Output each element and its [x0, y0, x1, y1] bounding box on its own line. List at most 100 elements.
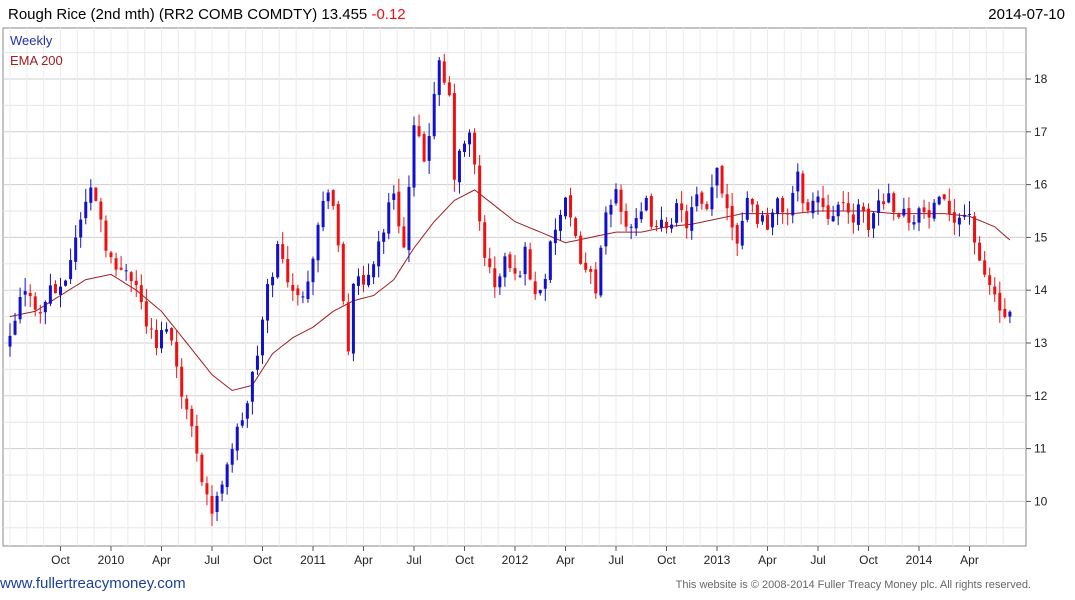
candle-body	[447, 82, 451, 96]
candle	[634, 208, 638, 237]
candle-body	[922, 207, 926, 213]
candle	[493, 256, 497, 298]
candle-body	[392, 193, 396, 200]
candle	[119, 255, 123, 271]
candle	[755, 201, 759, 228]
candle-body	[69, 260, 73, 280]
legend-weekly: Weekly	[10, 33, 53, 48]
candle	[816, 190, 820, 215]
candle-body	[311, 258, 315, 283]
candle-body	[538, 289, 542, 294]
y-tick-label: 13	[1034, 336, 1048, 350]
candle-body	[149, 328, 153, 330]
candle-body	[437, 60, 441, 95]
candle-body	[336, 203, 340, 246]
candle-body	[993, 286, 997, 295]
candle-body	[367, 274, 371, 286]
candle	[599, 245, 603, 298]
candle	[937, 195, 941, 206]
candle	[715, 166, 719, 199]
candle-body	[907, 208, 911, 223]
candle	[917, 206, 921, 232]
candle-body	[665, 221, 668, 229]
candle	[690, 196, 694, 240]
ema200-line	[9, 189, 1011, 392]
candle	[1003, 298, 1007, 319]
x-tick-label: 2014	[906, 553, 933, 567]
candle	[180, 358, 184, 409]
candle	[528, 242, 532, 281]
candle-body	[8, 335, 12, 347]
candle	[104, 215, 108, 258]
candle	[680, 191, 684, 223]
candle	[220, 480, 224, 502]
x-tick-label: 2013	[704, 553, 731, 567]
candle	[463, 140, 466, 157]
x-tick-label: Oct	[859, 553, 878, 567]
candle-body	[306, 281, 310, 300]
candle	[200, 452, 204, 486]
candle-body	[579, 235, 583, 264]
x-tick-label: Apr	[960, 553, 979, 567]
candle	[543, 273, 547, 301]
grid	[3, 28, 1026, 546]
candle	[33, 292, 37, 317]
candle	[457, 148, 461, 194]
candle-body	[372, 264, 376, 278]
candle-body	[594, 269, 598, 294]
candle	[831, 205, 835, 223]
candle-body	[109, 252, 113, 258]
candle	[619, 184, 623, 225]
candle-body	[13, 320, 17, 335]
candle-body	[144, 301, 148, 327]
candle-body	[154, 329, 158, 349]
chart-date: 2014-07-10	[988, 6, 1065, 23]
candle-body	[902, 208, 906, 216]
candle-body	[503, 256, 507, 278]
candle	[422, 131, 426, 163]
candle	[836, 201, 840, 226]
candle	[569, 187, 573, 227]
candle	[412, 116, 416, 197]
candle	[548, 240, 552, 284]
candle	[64, 279, 68, 287]
candle	[210, 485, 214, 527]
candle	[387, 193, 391, 240]
candle	[861, 202, 865, 223]
candle	[508, 251, 512, 273]
candle	[170, 327, 174, 346]
candle-body	[175, 341, 179, 367]
candle-body	[493, 268, 497, 288]
x-tick-label: Jul	[608, 553, 623, 567]
candle	[695, 186, 699, 212]
candle-body	[205, 483, 209, 495]
candle	[750, 197, 754, 213]
candle-body	[281, 244, 285, 260]
legend-ema200: EMA 200	[10, 53, 63, 68]
candle	[69, 248, 73, 285]
x-tick-label: 2011	[300, 553, 326, 567]
x-tick-label: Apr	[152, 553, 171, 567]
candle-body	[271, 276, 275, 286]
candle	[351, 282, 355, 362]
candle-body	[932, 202, 936, 219]
website-link[interactable]: www.fullertreacymoney.com	[0, 575, 186, 592]
candle	[947, 188, 951, 222]
y-tick-label: 17	[1034, 125, 1048, 139]
candle	[604, 206, 608, 255]
candle-body	[473, 132, 477, 165]
chart-header: Rough Rice (2nd mth) (RR2 COMB COMDTY) 1…	[0, 0, 1075, 30]
candle	[79, 212, 83, 248]
candle	[488, 247, 492, 274]
candle-body	[33, 296, 37, 310]
candle-body	[705, 203, 709, 209]
candle	[806, 198, 810, 214]
candle	[553, 218, 557, 255]
candle	[1008, 310, 1012, 324]
candle	[74, 225, 78, 270]
candle-body	[508, 254, 512, 269]
candle-body	[291, 284, 295, 291]
candle-body	[240, 420, 244, 426]
candle	[437, 56, 441, 107]
candle	[973, 212, 977, 255]
